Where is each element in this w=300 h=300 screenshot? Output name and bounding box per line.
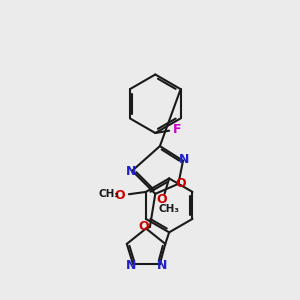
Text: O: O: [138, 220, 149, 233]
Text: N: N: [157, 259, 167, 272]
Text: CH₃: CH₃: [159, 204, 180, 214]
Text: N: N: [125, 259, 136, 272]
Text: O: O: [114, 189, 125, 202]
Text: O: O: [176, 177, 186, 190]
Text: O: O: [156, 193, 167, 206]
Text: N: N: [178, 154, 189, 166]
Text: CH₃: CH₃: [98, 189, 119, 199]
Text: F: F: [172, 123, 181, 136]
Text: N: N: [125, 165, 136, 178]
